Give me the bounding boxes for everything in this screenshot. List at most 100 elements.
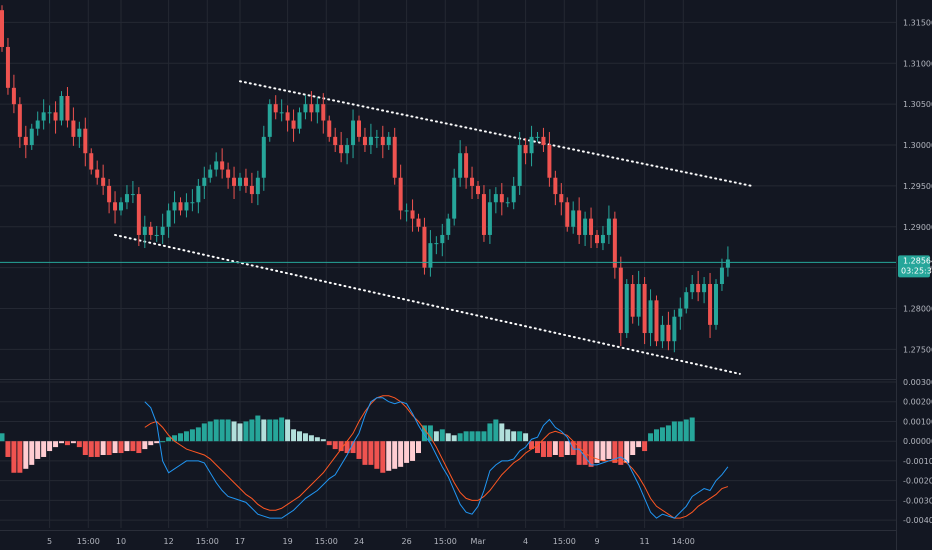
candle-up — [624, 284, 629, 334]
candle-up — [238, 177, 242, 186]
candle-down — [113, 202, 118, 211]
histogram-bar — [463, 431, 469, 442]
candle-down — [380, 136, 385, 146]
candle-up — [41, 112, 46, 121]
candle-down — [83, 128, 88, 154]
trendlines[interactable] — [114, 80, 753, 375]
candle-up — [535, 136, 540, 138]
time-tick-label: 15:00 — [77, 537, 100, 546]
candle-up — [202, 177, 207, 186]
candle-up — [672, 316, 677, 342]
candle-up — [190, 202, 195, 204]
candle-down — [53, 112, 58, 121]
candle-down — [11, 87, 16, 105]
histogram-bar — [326, 441, 332, 446]
histogram-bar — [64, 441, 70, 446]
histogram-bar — [11, 441, 17, 473]
macd-tick-label: 0.00000 — [903, 437, 932, 446]
candle-down — [357, 120, 361, 137]
candle-up — [690, 284, 695, 293]
candle-up — [142, 226, 147, 235]
last-price-tag-bg — [898, 255, 930, 278]
histogram-bar — [279, 417, 285, 442]
candle-down — [654, 300, 659, 342]
histogram-bar — [124, 441, 130, 452]
candle-down — [220, 161, 225, 170]
candle-down — [333, 136, 338, 146]
candle-up — [678, 308, 683, 317]
candle-up — [29, 128, 34, 146]
time-tick-label: 15:00 — [553, 537, 576, 546]
candle-down — [178, 202, 183, 211]
histogram-bar — [445, 433, 451, 442]
time-axis[interactable]: 5 15:00 10 12 15:00 17 19 15:00 24 26 15:00 Mar 4 15:… — [47, 537, 695, 546]
candle-up — [458, 153, 463, 178]
lower-trendline[interactable] — [114, 233, 741, 375]
histogram-bar — [213, 419, 219, 442]
histogram-bar — [243, 421, 249, 442]
histogram-bar — [427, 425, 433, 442]
candle-down — [481, 194, 486, 235]
histogram-bar — [59, 441, 64, 444]
candle-down — [309, 104, 314, 113]
candle-down — [136, 194, 141, 235]
histogram-bar — [410, 441, 416, 461]
candle-up — [493, 194, 498, 203]
candle-up — [636, 284, 641, 317]
upper-trendline[interactable] — [239, 80, 753, 187]
histogram-bar — [273, 419, 279, 442]
histogram-bar — [249, 419, 255, 442]
time-tick-label: 15:00 — [196, 537, 219, 546]
macd-line — [144, 397, 729, 519]
histogram-bar — [380, 441, 386, 473]
candle-up — [160, 226, 165, 235]
histogram-bar — [94, 441, 100, 457]
candle-down — [5, 46, 10, 88]
candle-up — [47, 112, 52, 114]
candle-up — [267, 104, 272, 137]
candle-up — [279, 112, 284, 114]
price-tick-label: 1.31500 — [903, 18, 932, 27]
histogram-bar — [70, 441, 76, 444]
candle-down — [339, 145, 344, 154]
candle-down — [464, 153, 469, 178]
candle-up — [600, 234, 605, 244]
candle-down — [71, 120, 76, 137]
histogram-bar — [332, 441, 338, 450]
histogram-bar — [588, 441, 594, 467]
histogram-bar — [636, 441, 642, 448]
histogram-bar — [618, 441, 624, 465]
histogram-bar — [207, 421, 213, 442]
candle-up — [428, 243, 433, 268]
candle-up — [184, 202, 189, 211]
candle-up — [571, 210, 576, 227]
histogram-bar — [421, 425, 427, 442]
candle-up — [351, 120, 356, 146]
candle-up — [261, 136, 266, 178]
histogram-bar — [82, 441, 88, 455]
candle-up — [255, 177, 260, 195]
candle-down — [577, 210, 582, 235]
histogram-bar — [130, 441, 136, 452]
histogram-bar — [231, 421, 237, 442]
histogram-bar — [0, 433, 5, 442]
histogram-bar — [76, 441, 82, 448]
candle-down — [523, 145, 528, 154]
histogram-bar — [374, 441, 380, 469]
candle-down — [89, 153, 94, 170]
candle-down — [291, 120, 296, 129]
candle-down — [642, 284, 647, 334]
histogram-bar — [404, 441, 410, 463]
time-tick-label: 14:00 — [672, 537, 695, 546]
histogram-bar — [142, 441, 148, 450]
time-tick-label: 11 — [640, 537, 650, 546]
histogram-bar — [314, 437, 320, 442]
histogram-bar — [356, 441, 362, 459]
candle-up — [606, 218, 611, 235]
